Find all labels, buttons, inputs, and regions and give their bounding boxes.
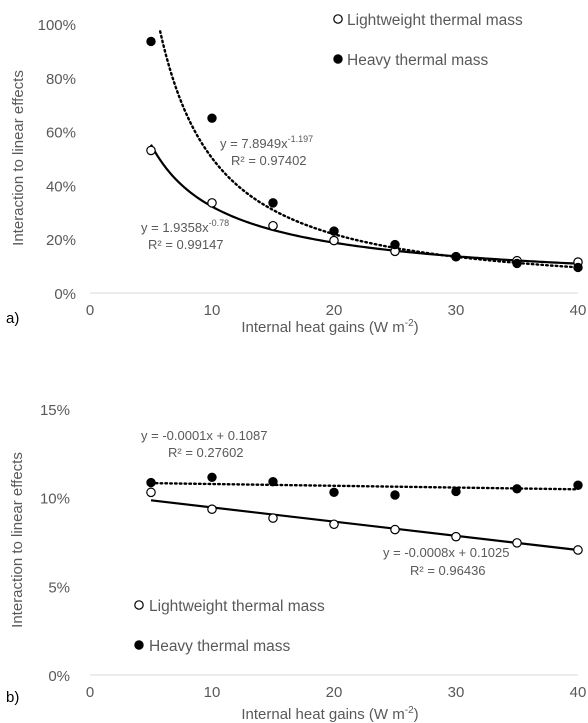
panel-a-data-points bbox=[146, 36, 583, 273]
legend-lightweight-marker bbox=[333, 14, 343, 24]
heavy-data-point bbox=[329, 226, 339, 236]
legend-lightweight-label: Lightweight thermal mass bbox=[347, 12, 523, 29]
lightweight-data-point bbox=[451, 531, 461, 542]
panel-a-axes: 0 10 20 30 40 0% 20% 40% 60% 80% 100% bbox=[38, 17, 587, 319]
heavy-trendline bbox=[158, 30, 580, 269]
panel-b-x-axis-title: Internal heat gains (W m-2) bbox=[241, 705, 418, 723]
heavy-data-point bbox=[268, 477, 278, 487]
heavy-data-point bbox=[451, 251, 461, 262]
lightweight-trend-equation: y = 1.9358x-0.78 bbox=[141, 218, 229, 235]
lightweight-data-point bbox=[146, 145, 156, 156]
heavy-trend-r2: R² = 0.97402 bbox=[231, 153, 307, 168]
lightweight-trendline bbox=[150, 499, 579, 552]
panel-a-legend: Lightweight thermal mass Heavy thermal m… bbox=[333, 12, 523, 69]
heavy-trendline bbox=[149, 481, 580, 491]
legend-heavy-label: Heavy thermal mass bbox=[149, 638, 291, 655]
lightweight-trend-equation: y = -0.0008x + 0.1025 bbox=[383, 545, 509, 560]
heavy-data-point bbox=[390, 239, 400, 250]
lightweight-data-point bbox=[268, 513, 278, 523]
lightweight-data-point bbox=[329, 519, 339, 530]
panel-a-equations: y = 7.8949x-1.197 R² = 0.97402 y = 1.935… bbox=[141, 134, 313, 252]
legend-lightweight-marker bbox=[134, 600, 144, 610]
lightweight-data-point bbox=[207, 198, 217, 208]
panel-b-legend: Lightweight thermal mass Heavy thermal m… bbox=[134, 598, 325, 655]
heavy-data-point bbox=[451, 486, 461, 497]
legend-heavy-label: Heavy thermal mass bbox=[347, 52, 489, 69]
lightweight-data-point bbox=[146, 487, 156, 498]
lightweight-data-point bbox=[329, 235, 339, 246]
y-tick-label: 15% bbox=[40, 402, 70, 419]
legend-heavy-marker bbox=[134, 640, 144, 650]
x-tick-label: 20 bbox=[326, 302, 343, 319]
heavy-trend-equation: y = 7.8949x-1.197 bbox=[220, 134, 313, 151]
x-tick-label: 0 bbox=[86, 302, 94, 319]
x-tick-label: 0 bbox=[86, 684, 94, 701]
x-tick-label: 10 bbox=[204, 302, 221, 319]
heavy-data-point bbox=[207, 472, 217, 482]
panel-a-y-axis-title: Interaction to linear effects bbox=[10, 70, 27, 246]
x-tick-label: 40 bbox=[570, 302, 587, 319]
y-tick-label: 10% bbox=[40, 491, 70, 508]
heavy-data-point bbox=[146, 477, 156, 488]
heavy-trend-r2: R² = 0.27602 bbox=[168, 445, 244, 460]
y-tick-label: 0% bbox=[48, 668, 70, 685]
y-tick-label: 40% bbox=[46, 178, 76, 195]
panel-b-equations: y = -0.0001x + 0.1087 R² = 0.27602 y = -… bbox=[141, 428, 509, 578]
lightweight-data-point bbox=[390, 524, 400, 535]
y-tick-label: 100% bbox=[38, 17, 76, 34]
x-tick-label: 30 bbox=[448, 302, 465, 319]
chart-panel-a: 0 10 20 30 40 0% 20% 40% 60% 80% 100% Lightweight … bbox=[6, 12, 586, 336]
heavy-data-point bbox=[207, 113, 217, 123]
heavy-data-point bbox=[573, 262, 583, 273]
lightweight-data-point bbox=[268, 220, 278, 231]
legend-heavy-marker bbox=[333, 54, 343, 64]
lightweight-trendline bbox=[150, 144, 579, 265]
panel-b-axes: 0 10 20 30 40 0% 5% 10% 15% bbox=[40, 402, 586, 701]
x-tick-label: 20 bbox=[326, 684, 343, 701]
y-tick-label: 80% bbox=[46, 71, 76, 88]
x-tick-label: 30 bbox=[448, 684, 465, 701]
y-tick-label: 20% bbox=[46, 232, 76, 249]
lightweight-trend-r2: R² = 0.99147 bbox=[148, 237, 224, 252]
panel-a-x-axis-title: Internal heat gains (W m-2) bbox=[241, 318, 418, 336]
lightweight-data-point bbox=[512, 538, 522, 548]
panel-a-label: a) bbox=[6, 310, 19, 327]
y-tick-label: 60% bbox=[46, 125, 76, 142]
y-tick-label: 0% bbox=[54, 286, 76, 303]
heavy-data-point bbox=[329, 487, 339, 498]
lightweight-trend-r2: R² = 0.96436 bbox=[410, 563, 486, 578]
legend-lightweight-label: Lightweight thermal mass bbox=[149, 598, 325, 615]
chart-panel-b: 0 10 20 30 40 0% 5% 10% 15% Lightweight thermal … bbox=[6, 402, 586, 723]
heavy-data-point bbox=[573, 480, 583, 490]
lightweight-data-point bbox=[207, 504, 217, 514]
panel-b-label: b) bbox=[6, 689, 19, 706]
heavy-data-point bbox=[390, 490, 400, 500]
panel-a-trendlines bbox=[150, 30, 580, 269]
x-tick-label: 10 bbox=[204, 684, 221, 701]
heavy-data-point bbox=[512, 258, 522, 269]
heavy-data-point bbox=[268, 198, 278, 208]
y-tick-label: 5% bbox=[48, 579, 70, 596]
heavy-data-point bbox=[512, 484, 522, 494]
heavy-data-point bbox=[146, 36, 156, 47]
panel-b-data-points bbox=[146, 472, 583, 555]
panel-b-y-axis-title: Interaction to linear effects bbox=[9, 452, 26, 628]
panel-b-trendlines bbox=[149, 481, 580, 552]
heavy-trend-equation: y = -0.0001x + 0.1087 bbox=[141, 428, 267, 443]
x-tick-label: 40 bbox=[570, 684, 587, 701]
lightweight-data-point bbox=[573, 545, 583, 555]
